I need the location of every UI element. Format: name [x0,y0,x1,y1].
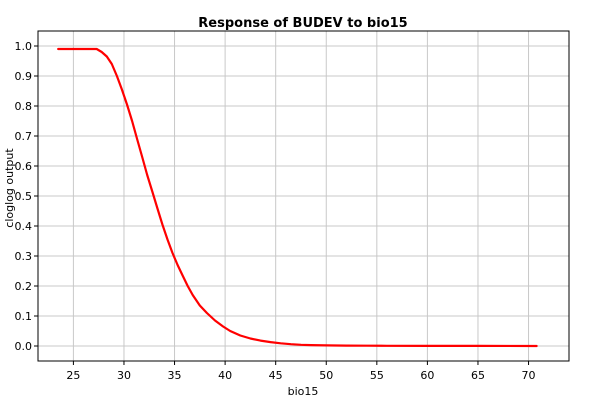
series-layer [57,47,538,348]
y-tick-label: 0.6 [15,160,33,173]
y-axis-label: cloglog output [3,148,16,228]
response-curve [57,47,538,348]
grid [38,31,569,361]
x-tick-label: 25 [66,369,80,382]
y-tick-label: 0.7 [15,130,33,143]
y-tick-label: 0.4 [15,220,33,233]
x-tick-label: 60 [420,369,434,382]
ticks: 25 30 35 40 45 50 55 60 65 70 0.0 0.1 0.2 0.3 0.4 0.5 0.… [15,40,536,382]
x-tick-label: 35 [168,369,182,382]
y-tick-label: 0.1 [15,310,33,323]
x-tick-label: 65 [471,369,485,382]
y-tick-label: 0.8 [15,100,33,113]
x-axis-label: bio15 [288,385,319,398]
x-tick-label: 45 [269,369,283,382]
y-tick-label: 0.9 [15,70,33,83]
x-tick-label: 30 [117,369,131,382]
x-tick-label: 50 [319,369,333,382]
x-tick-label: 40 [218,369,232,382]
x-tick-label: 55 [370,369,384,382]
x-tick-label: 70 [522,369,536,382]
chart-title: Response of BUDEV to bio15 [198,16,407,31]
y-tick-label: 0.5 [15,190,33,203]
y-tick-label: 0.2 [15,280,33,293]
y-tick-label: 1.0 [15,40,33,53]
y-tick-label: 0.3 [15,250,33,263]
y-tick-label: 0.0 [15,340,33,353]
